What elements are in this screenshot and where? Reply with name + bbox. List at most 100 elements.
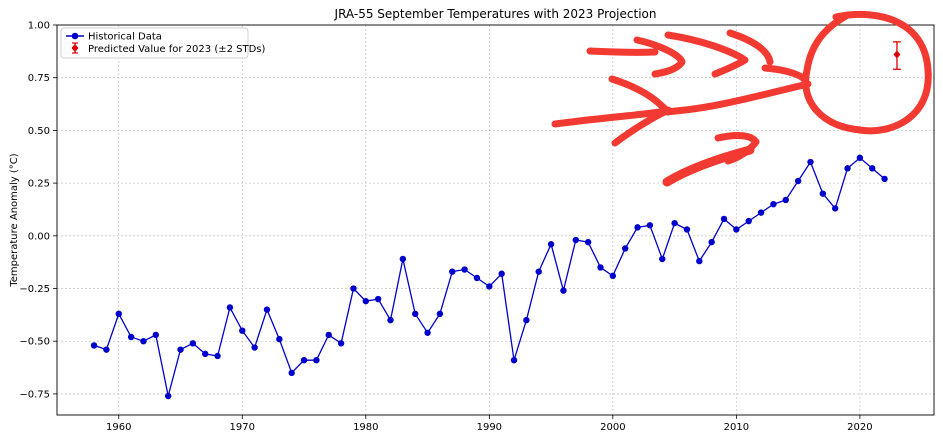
historical-data-point — [782, 196, 789, 204]
historical-data-point — [362, 297, 370, 305]
historical-data-point — [374, 295, 382, 303]
sun-drawing-annotation — [551, 10, 932, 187]
historical-data-point — [263, 306, 271, 313]
historical-data-point — [819, 190, 827, 197]
historical-data-point — [584, 238, 592, 246]
historical-data-point — [770, 200, 777, 208]
historical-data-point — [696, 257, 703, 265]
sun-ray-annotation — [664, 31, 749, 78]
x-tick-label: 1960 — [106, 422, 131, 433]
y-tick-label: 0.25 — [28, 179, 50, 190]
series-layer — [90, 41, 901, 400]
y-tick-label: 0.75 — [28, 73, 50, 84]
sun-ray-annotation — [761, 64, 809, 84]
legend-predicted-marker — [71, 44, 79, 52]
historical-data-point — [486, 283, 493, 290]
historical-data-point — [745, 217, 752, 225]
y-tick-label: −0.50 — [19, 337, 50, 348]
historical-data-point — [127, 333, 135, 341]
historical-data-point — [115, 310, 122, 318]
sun-ray-annotation — [714, 131, 760, 165]
legend-historical-marker — [71, 32, 79, 40]
historical-data-point — [214, 352, 221, 360]
x-tick-label: 1980 — [353, 422, 378, 433]
historical-data-point — [177, 346, 184, 353]
historical-data-point — [424, 329, 431, 336]
historical-data-point — [708, 238, 715, 246]
sun-ray-annotation — [726, 29, 774, 66]
historical-data-point — [412, 310, 419, 318]
ticks: 1960 1970 1980 1990 2000 2010 2020 −0.75 −0.50 −0… — [19, 21, 872, 434]
historical-data-point — [473, 274, 481, 282]
historical-data-point — [869, 165, 876, 172]
historical-data-point — [523, 316, 530, 324]
sun-ray-annotation — [633, 36, 686, 78]
historical-data-point — [659, 255, 666, 263]
historical-data-point — [844, 165, 851, 172]
historical-data-point — [288, 369, 295, 377]
y-tick-label: −0.25 — [19, 284, 50, 295]
y-tick-label: −0.75 — [19, 389, 50, 400]
sun-ray-annotation — [551, 80, 812, 128]
historical-data-point — [399, 255, 407, 263]
historical-data-point — [831, 205, 839, 212]
historical-data-point — [350, 285, 357, 292]
historical-data-point — [671, 219, 678, 227]
legend-historical-label: Historical Data — [88, 32, 162, 43]
historical-data-point — [140, 338, 147, 345]
sun-circle-annotation — [802, 10, 932, 135]
grid — [57, 24, 934, 415]
historical-data-point — [325, 331, 332, 339]
historical-data-point — [547, 241, 555, 248]
historical-data-point — [449, 268, 456, 275]
historical-data-point — [535, 268, 542, 275]
historical-data-point — [313, 356, 320, 364]
legend-predicted-label: Predicted Value for 2023 (±2 STDs) — [88, 44, 266, 55]
historical-data-point — [226, 304, 234, 311]
x-tick-label: 2020 — [847, 422, 872, 433]
axes — [56, 24, 935, 416]
historical-data-point — [164, 392, 172, 400]
historical-data-point — [202, 350, 209, 358]
historical-data-point — [794, 177, 802, 185]
historical-data-point — [757, 209, 765, 216]
historical-data-point — [251, 344, 258, 351]
historical-data-point — [597, 264, 604, 271]
legend: Historical Data Predicted Value for 2023… — [60, 27, 266, 59]
historical-data-point — [560, 287, 567, 294]
historical-data-point — [572, 236, 579, 244]
historical-data-point — [189, 340, 197, 347]
historical-data-point — [609, 272, 617, 280]
x-tick-label: 2010 — [724, 422, 749, 433]
historical-data-point — [461, 266, 468, 273]
historical-data-point — [300, 356, 308, 364]
historical-data-point — [498, 270, 505, 277]
historical-data-point — [436, 310, 444, 318]
historical-data-point — [856, 154, 864, 162]
historical-data-point — [881, 175, 888, 183]
sun-ray-annotation — [608, 75, 672, 116]
historical-data-point — [510, 356, 518, 364]
historical-data-point — [646, 222, 654, 229]
historical-data-point — [621, 245, 629, 252]
historical-data-point — [337, 340, 345, 347]
historical-data-point — [152, 331, 160, 339]
historical-data-point — [239, 327, 246, 334]
y-tick-label: 0.50 — [28, 126, 50, 137]
x-tick-label: 2000 — [600, 422, 625, 433]
x-tick-label: 1990 — [477, 422, 502, 433]
historical-data-point — [103, 346, 110, 353]
legend-frame — [60, 27, 249, 59]
historical-data-point — [733, 226, 740, 233]
historical-data-point — [387, 316, 394, 324]
sun-ray-annotation — [611, 106, 672, 147]
y-tick-label: 1.00 — [28, 21, 50, 32]
y-axis-label: Temperature Anomaly (°C) — [9, 153, 20, 287]
historical-data-point — [683, 226, 691, 233]
historical-data-point — [276, 335, 283, 343]
plot-frame — [56, 24, 935, 416]
y-tick-label: 0.00 — [28, 231, 50, 242]
historical-data-point — [90, 342, 98, 349]
historical-data-point — [720, 215, 728, 223]
